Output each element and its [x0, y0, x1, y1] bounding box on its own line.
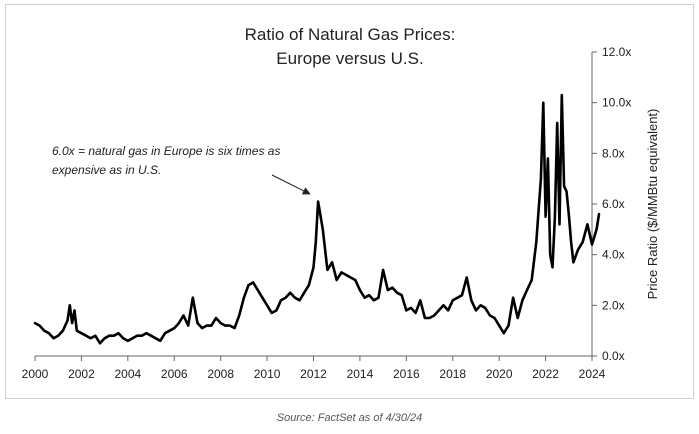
x-tick-label: 2018	[439, 367, 466, 381]
y-tick-label: 8.0x	[602, 146, 625, 160]
x-tick-label: 2022	[532, 367, 559, 381]
chart-title-line: Ratio of Natural Gas Prices:	[245, 25, 456, 44]
x-tick-label: 2002	[68, 367, 95, 381]
x-tick-label: 2008	[207, 367, 234, 381]
series-line	[33, 93, 601, 345]
y-tick-label: 2.0x	[602, 298, 625, 312]
x-tick-label: 2016	[393, 367, 420, 381]
x-tick-label: 2004	[114, 367, 141, 381]
chart-axes: 2000 2002 2004 2006 2008 2010 2012 2014 2016 2018…	[22, 45, 660, 381]
chart-title: Ratio of Natural Gas Prices: Europe versu…	[245, 25, 456, 68]
annotation-arrow	[271, 174, 311, 195]
y-tick-label: 6.0x	[602, 197, 625, 211]
x-tick-label: 2000	[22, 367, 49, 381]
y-tick-label: 12.0x	[602, 45, 631, 59]
y-tick-label: 10.0x	[602, 96, 631, 110]
annotation-text-line: 6.0x = natural gas in Europe is six time…	[52, 144, 280, 158]
annotation-text-line: expensive as in U.S.	[52, 163, 161, 177]
x-tick-label: 2012	[300, 367, 327, 381]
y-tick-label: 0.0x	[602, 349, 625, 363]
x-tick-label: 2020	[486, 367, 513, 381]
y-tick-label: 4.0x	[602, 248, 625, 262]
chart-annotation: 6.0x = natural gas in Europe is six time…	[52, 144, 311, 195]
x-tick-label: 2024	[579, 367, 606, 381]
y-axis-label: Price Ratio ($/MMBtu equivalent)	[645, 109, 660, 300]
x-tick-label: 2006	[161, 367, 188, 381]
chart-series	[33, 93, 601, 345]
chart-title-line: Europe versus U.S.	[276, 49, 423, 68]
x-tick-label: 2010	[254, 367, 281, 381]
x-tick-label: 2014	[347, 367, 374, 381]
source-note: Source: FactSet as of 4/30/24	[276, 412, 423, 424]
